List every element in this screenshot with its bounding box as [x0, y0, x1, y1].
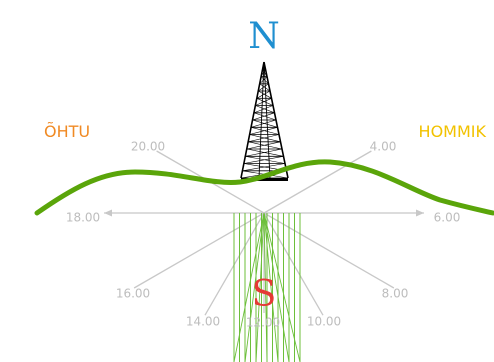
tower-strut — [251, 127, 280, 135]
tower-strut — [260, 76, 269, 85]
tower-strut — [252, 112, 275, 121]
tower-strut — [260, 69, 266, 77]
tower-strut — [251, 119, 277, 128]
hour-label-10-00: 10.00 — [307, 315, 341, 329]
tower-strut — [252, 119, 278, 128]
tower-strut — [255, 105, 275, 114]
hour-line-10-00 — [263, 212, 324, 316]
hour-label-12-00: 12.00 — [246, 316, 280, 330]
horizon-line — [34, 159, 494, 216]
tower-strut — [249, 134, 281, 143]
hour-label-20-00: 20.00 — [131, 140, 165, 154]
tower-strut — [248, 141, 283, 150]
tower-strut — [259, 76, 268, 85]
tower-strut — [242, 163, 286, 172]
hour-line-4-00 — [263, 150, 372, 214]
tower-icon — [240, 61, 289, 181]
south-label: S — [252, 274, 277, 315]
hour-label-6-00: 6.00 — [434, 211, 461, 225]
hour-labels: 20.00 18.00 16.00 14.00 12.00 10.00 8.00 6.00 4.… — [65, 140, 465, 330]
arrow-icon — [416, 209, 424, 217]
tower-strut — [256, 98, 274, 106]
shadow-ray — [255, 212, 265, 362]
tower-strut — [258, 90, 272, 99]
shadow-ray — [263, 212, 279, 362]
hour-label-4-00: 4.00 — [370, 140, 397, 154]
tower-strut — [258, 83, 269, 92]
tower-strut — [248, 134, 280, 143]
hour-line-16-00 — [133, 212, 265, 289]
shadow-ray — [263, 212, 290, 362]
tower-strut — [249, 127, 278, 135]
tower-strut — [262, 69, 268, 77]
label-background — [65, 210, 101, 226]
tower-strut — [253, 105, 274, 114]
hour-label-16-00: 16.00 — [116, 287, 150, 301]
tower-strut — [259, 83, 271, 92]
tower-strut — [246, 141, 281, 150]
shadow-ray — [263, 212, 301, 362]
label-background — [429, 210, 465, 226]
hour-label-8-00: 8.00 — [382, 287, 409, 301]
north-label: N — [248, 16, 280, 57]
morning-label: HOMMIK — [419, 122, 487, 141]
shadow-ray — [233, 212, 265, 362]
hour-line-8-00 — [263, 212, 395, 289]
hour-label-14-00: 14.00 — [186, 315, 220, 329]
evening-label: ÕHTU — [44, 122, 90, 141]
shadow-ray — [263, 212, 268, 362]
tower-strut — [253, 112, 277, 121]
arrow-icon — [104, 209, 112, 217]
tower-strut — [256, 90, 271, 99]
tower-shadow — [233, 212, 301, 362]
hour-label-18-00: 18.00 — [66, 211, 100, 225]
tower-strut — [245, 148, 283, 157]
tower-strut — [243, 156, 284, 164]
tower-strut — [255, 98, 272, 106]
shadow-ray — [244, 212, 265, 362]
